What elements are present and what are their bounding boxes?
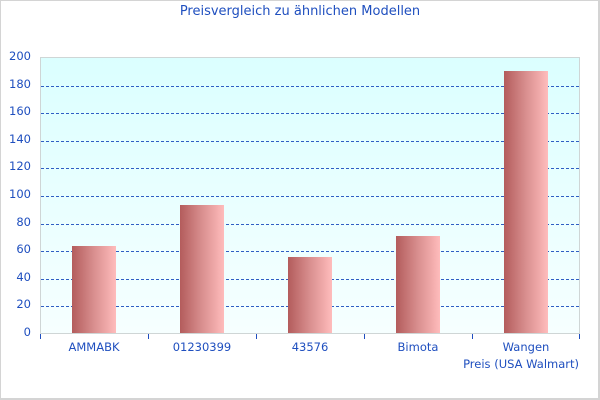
- x-tick-label: 43576: [291, 340, 329, 354]
- x-tick-mark: [472, 334, 473, 339]
- y-tick-label: 200: [9, 49, 31, 63]
- x-tick-label: AMMABK: [68, 340, 120, 354]
- y-tick-label: 160: [9, 104, 31, 119]
- x-tick-mark: [40, 334, 41, 339]
- x-tick-mark: [148, 334, 149, 339]
- y-tick-label: 80: [16, 214, 31, 229]
- bar-wangen[interactable]: [504, 70, 548, 333]
- y-tick-label: 0: [23, 325, 31, 339]
- x-axis-line: [40, 333, 580, 334]
- gridline: [41, 223, 579, 225]
- bar-43576[interactable]: [288, 257, 332, 333]
- x-tick-mark: [579, 334, 580, 339]
- y-tick-label: 140: [9, 131, 31, 146]
- y-tick-label: 180: [9, 76, 31, 91]
- gridline: [41, 140, 579, 142]
- y-tick-label: 20: [16, 297, 31, 312]
- x-tick-label: Wangen: [502, 340, 550, 354]
- bar-ammabk[interactable]: [72, 246, 116, 333]
- bar-bimota[interactable]: [396, 236, 440, 333]
- gridline: [41, 251, 579, 253]
- y-tick-label: 100: [9, 187, 31, 201]
- x-tick-mark: [256, 334, 257, 339]
- gridline: [41, 168, 579, 170]
- bar-01230399[interactable]: [180, 204, 224, 333]
- x-tick-label: 01230399: [172, 340, 232, 354]
- y-tick-label: 40: [16, 269, 31, 284]
- gridline: [41, 85, 579, 87]
- chart-title: Preisvergleich zu ähnlichen Modellen: [179, 4, 421, 19]
- gridline: [41, 113, 579, 115]
- x-tick-mark: [364, 334, 365, 339]
- y-tick-label: 120: [9, 159, 31, 174]
- gridline: [41, 196, 579, 197]
- legend-label: Preis (USA Walmart): [463, 357, 579, 371]
- y-tick-label: 60: [16, 242, 31, 257]
- x-tick-label: Bimota: [397, 340, 439, 354]
